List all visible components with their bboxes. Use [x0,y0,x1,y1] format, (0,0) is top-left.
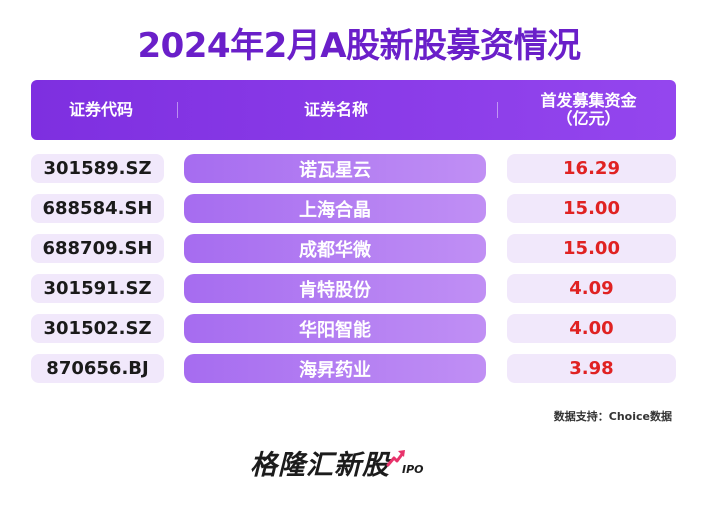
security-code: 301589.SZ [31,154,164,183]
fundraising-amount: 4.00 [507,314,676,343]
page-title: 2024年2月A股新股募资情况 [137,26,581,66]
header-amount-line1: 首发募集资金 [540,91,637,110]
security-name: 华阳智能 [184,314,486,343]
fundraising-amount: 3.98 [507,354,676,383]
brand-logo: 格隆汇新股 IPO [250,442,424,482]
table-row: 870656.BJ 海昇药业 3.98 [31,354,676,383]
table-row: 688584.SH 上海合晶 15.00 [31,194,676,223]
header-code: 证券代码 [68,100,133,119]
header-divider [497,102,498,118]
table-body: 301589.SZ 诺瓦星云 16.29 688584.SH 上海合晶 15.0… [31,154,676,394]
data-source-note: 数据支持：Choice数据 [553,410,672,423]
table-row: 301591.SZ 肯特股份 4.09 [31,274,676,303]
header-name: 证券名称 [303,100,368,119]
logo-ipo-label: IPO [402,463,424,476]
logo-text: 格隆汇新股 [250,450,390,481]
table-header: 证券代码 证券名称 首发募集资金 （亿元） [31,80,676,140]
header-amount: 首发募集资金 （亿元） [501,80,676,140]
table-row: 688709.SH 成都华微 15.00 [31,234,676,263]
fundraising-amount: 15.00 [507,234,676,263]
table-row: 301502.SZ 华阳智能 4.00 [31,314,676,343]
security-code: 688584.SH [31,194,164,223]
header-amount-line2: （亿元） [556,109,621,128]
arrow-up-right-icon [386,450,405,467]
fundraising-amount: 15.00 [507,194,676,223]
security-name: 上海合晶 [184,194,486,223]
security-name: 成都华微 [184,234,486,263]
security-code: 870656.BJ [31,354,164,383]
fundraising-amount: 16.29 [507,154,676,183]
security-name: 海昇药业 [184,354,486,383]
security-code: 688709.SH [31,234,164,263]
fundraising-amount: 4.09 [507,274,676,303]
header-divider [177,102,178,118]
security-code: 301502.SZ [31,314,164,343]
security-name: 诺瓦星云 [184,154,486,183]
security-code: 301591.SZ [31,274,164,303]
security-name: 肯特股份 [184,274,486,303]
table-row: 301589.SZ 诺瓦星云 16.29 [31,154,676,183]
